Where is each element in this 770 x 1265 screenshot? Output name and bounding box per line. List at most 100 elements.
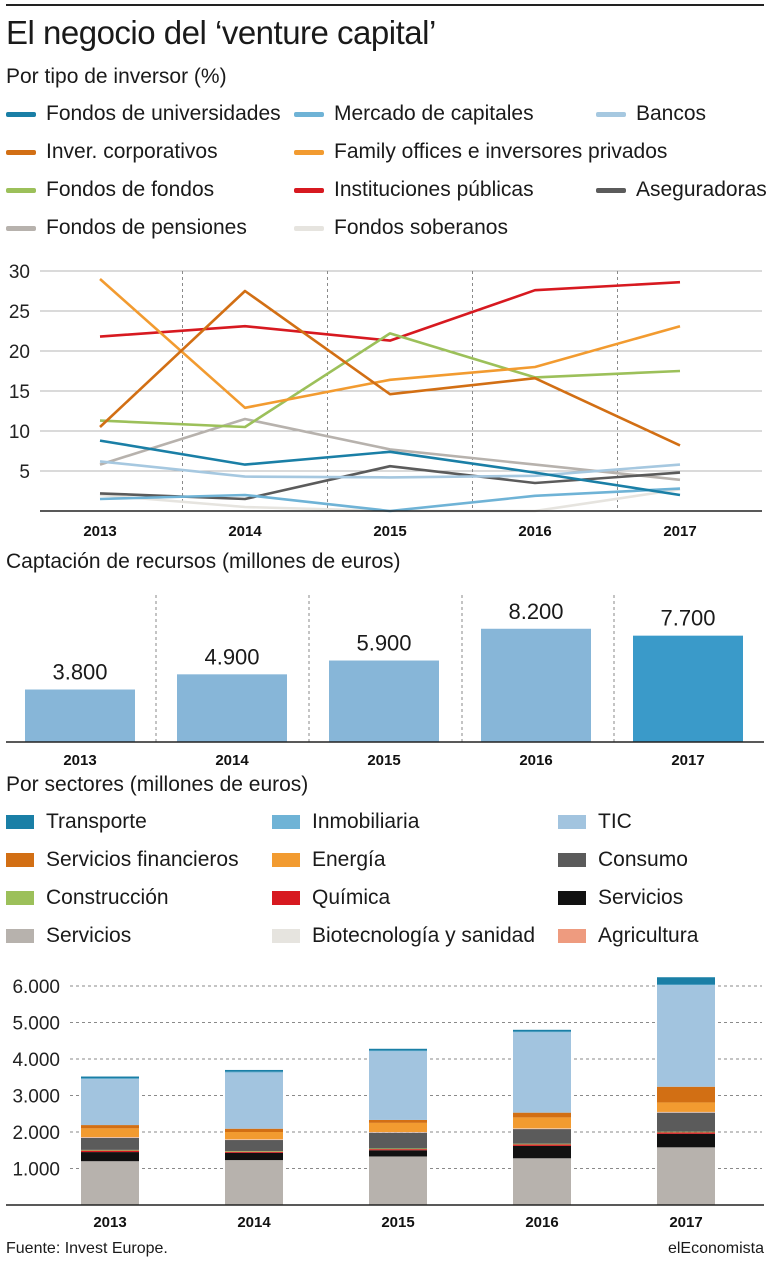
segment-energia-2013 (81, 1128, 139, 1138)
legend-label: Family offices e inversores privados (334, 140, 668, 163)
legend-item-servicios: Servicios (558, 886, 683, 910)
segment-servicios-2016 (513, 1158, 571, 1205)
bar-value-label: 8.200 (508, 599, 563, 624)
segment-inmobiliaria-2016 (513, 1031, 571, 1033)
legend-swatch (558, 891, 586, 905)
series-line-fondos-de-pensiones (99, 417, 681, 482)
bar-2013 (25, 689, 135, 742)
segment-transporte-2016 (513, 1029, 571, 1032)
y-tick-label: 15 (9, 382, 30, 403)
y-tick-label: 5.000 (12, 1014, 60, 1035)
legend-item-fondos-soberanos: Fondos soberanos (294, 216, 508, 240)
segment-energia-2014 (225, 1132, 283, 1140)
segment-consumo-2016 (513, 1129, 571, 1144)
legend-item-inver-corporativos: Inver. corporativos (6, 140, 218, 164)
legend-label: Fondos de fondos (46, 178, 215, 201)
x-tick-label: 2014 (228, 523, 262, 540)
segment-tic-2016 (513, 1032, 571, 1113)
segment-construccion-2015 (369, 1148, 427, 1150)
x-tick-label: 2013 (83, 523, 116, 540)
segment-construccion-2016 (513, 1143, 571, 1145)
y-tick-label: 3.000 (12, 1087, 60, 1108)
segment-energia-2015 (369, 1122, 427, 1132)
legend-label: Biotecnología y sanidad (312, 924, 535, 947)
funds-subtitle: Captación de recursos (millones de euros… (6, 550, 401, 573)
legend-swatch (6, 149, 36, 155)
legend-item-family-offices-e-inversores-privados: Family offices e inversores privados (294, 140, 667, 164)
series-line-fondos-de-fondos (99, 332, 681, 429)
legend-item-biotecnologia-y-sanidad: Biotecnología y sanidad (272, 924, 535, 948)
segment-energia-2017 (657, 1102, 715, 1112)
legend-label: Fondos de universidades (46, 102, 281, 125)
bar-value-label: 3.800 (52, 660, 107, 685)
y-tick-label: 5 (19, 462, 30, 483)
legend-swatch (272, 929, 300, 943)
segment-quimica-2015 (369, 1149, 427, 1151)
legend-swatch (6, 187, 36, 193)
x-tick-label: 2014 (215, 752, 249, 769)
legend-item-aseguradoras: Aseguradoras (596, 178, 767, 202)
segment-consumo-2013 (81, 1137, 139, 1150)
x-tick-label: 2014 (237, 1214, 271, 1231)
legend-label: Servicios (46, 924, 132, 947)
segment-consumo-2017 (657, 1112, 715, 1132)
legend-swatch (596, 111, 626, 117)
top-rule (6, 4, 764, 6)
series-line-mercado-de-capitales (99, 487, 681, 513)
legend-item-fondos-de-universidades: Fondos de universidades (6, 102, 281, 126)
segment-quimica-2013 (81, 1150, 139, 1153)
segment-servicios-2013 (81, 1161, 139, 1205)
x-tick-label: 2013 (63, 752, 96, 769)
x-tick-label: 2016 (525, 1214, 558, 1231)
segment-servicios-financieros-2014 (225, 1128, 283, 1132)
legend-swatch (558, 853, 586, 867)
segment-construccion-2014 (225, 1150, 283, 1152)
legend-item-transporte: Transporte (6, 810, 147, 834)
legend-label: Servicios (598, 886, 684, 909)
segment-servicios-2017 (657, 1133, 715, 1148)
segment-servicios-2014 (225, 1160, 283, 1205)
legend-item-quimica: Química (272, 886, 390, 910)
bar-value-label: 4.900 (204, 644, 259, 669)
segment-transporte-2013 (81, 1076, 139, 1079)
sector-subtitle: Por sectores (millones de euros) (6, 773, 309, 796)
segment-construccion-2017 (657, 1131, 715, 1133)
x-tick-label: 2015 (381, 1214, 414, 1231)
segment-consumo-2015 (369, 1132, 427, 1149)
legend-label: Agricultura (598, 924, 699, 947)
legend-item-consumo: Consumo (558, 848, 688, 872)
x-tick-label: 2016 (518, 523, 551, 540)
segment-servicios-2015 (369, 1150, 427, 1157)
sector-stacked-chart: 1.000 2.000 3.000 4.000 5.000 6.000 2013 2014 20… (6, 977, 764, 1231)
legend-label: Fondos de pensiones (46, 216, 247, 239)
segment-quimica-2016 (513, 1144, 571, 1146)
segment-servicios-2013 (81, 1152, 139, 1162)
segment-servicios-2014 (225, 1152, 283, 1161)
segment-servicios-financieros-2013 (81, 1125, 139, 1129)
legend-item-bancos: Bancos (596, 102, 706, 126)
legend-label: Inmobiliaria (312, 810, 420, 833)
segment-servicios-2016 (513, 1145, 571, 1159)
legend-item-energia: Energía (272, 848, 386, 872)
legend-item-mercado-de-capitales: Mercado de capitales (294, 102, 534, 126)
segment-transporte-2014 (225, 1069, 283, 1072)
legend-label: Consumo (598, 848, 688, 871)
segment-servicios-financieros-2017 (657, 1086, 715, 1103)
page-title: El negocio del ‘venture capital’ (6, 14, 436, 51)
legend-item-servicios-financieros: Servicios financieros (6, 848, 239, 872)
series-line-bancos (99, 460, 681, 479)
brand-logo: elEconomista (667, 1240, 764, 1257)
legend-item-construccion: Construcción (6, 886, 169, 910)
x-tick-label: 2017 (671, 752, 704, 769)
segment-inmobiliaria-2013 (81, 1078, 139, 1080)
segment-tic-2013 (81, 1079, 139, 1126)
segment-servicios-financieros-2016 (513, 1112, 571, 1118)
series-line-inver-corporativos (99, 289, 681, 447)
legend-swatch (272, 853, 300, 867)
segment-transporte-2015 (369, 1048, 427, 1051)
legend-item-fondos-de-fondos: Fondos de fondos (6, 178, 214, 202)
legend-swatch (294, 187, 324, 193)
segment-servicios-2017 (657, 1147, 715, 1205)
segment-quimica-2014 (225, 1151, 283, 1153)
legend-swatch (596, 187, 626, 193)
